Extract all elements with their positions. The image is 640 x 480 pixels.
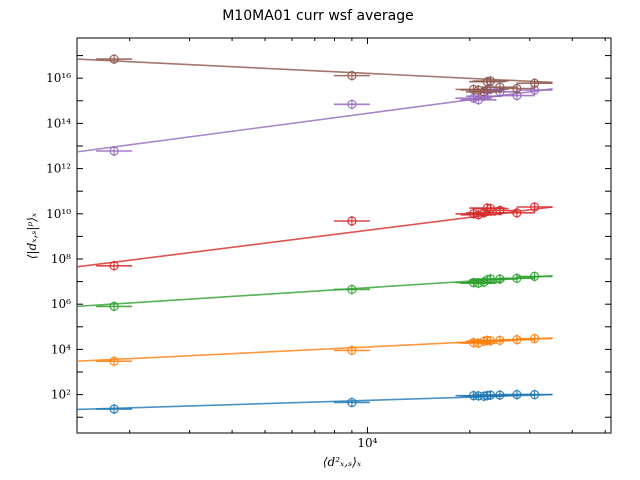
data-point [498,207,535,218]
data-point [498,334,535,345]
data-point [481,82,518,93]
plot-frame [76,37,612,434]
data-point [498,83,535,94]
data-point [333,99,370,110]
data-point [333,345,370,356]
y-tick-label: 10¹⁶ [46,71,71,85]
data-point [455,208,492,219]
chart-title: M10MA01 curr wsf average [222,8,414,24]
data-point [516,201,553,212]
axis-ticks: 10² 10⁴ 10⁶ 10⁸ 10¹⁰ 10¹² 10¹⁴ 10¹⁶ 10⁴ [46,38,611,450]
data-point [472,76,509,87]
data-point [516,271,553,282]
data-point [333,397,370,408]
y-tick-label: 10⁸ [51,252,71,266]
y-tick-label: 10² [51,388,71,402]
y-tick-label: 10¹² [46,162,71,176]
data-point [516,78,553,89]
data-point [460,209,497,220]
data-point [96,404,133,415]
x-tick-label: 10⁴ [357,436,377,450]
data-points [96,54,553,415]
data-point [96,260,133,271]
data-point [333,70,370,81]
y-tick-label: 10¹⁴ [46,116,71,130]
x-axis-label: ⟨d²ₓ,ₛ⟩ₓ [323,455,362,469]
data-point [96,301,133,312]
y-tick-label: 10⁶ [51,297,71,311]
data-point [472,203,509,214]
fit-lines [76,58,553,411]
data-point [498,273,535,284]
data-point [96,356,133,367]
data-point [516,389,553,400]
data-point [96,54,133,65]
y-tick-label: 10⁴ [51,342,71,356]
data-point [460,85,497,96]
data-point [516,333,553,344]
fit-line-6 [76,58,553,84]
y-axis-label: ⟨|dₓ,ₛ|ᵖ⟩ₓ [25,212,39,259]
data-point [333,284,370,295]
data-point [96,146,133,157]
data-point [481,205,518,216]
data-point [333,215,370,226]
y-tick-label: 10¹⁰ [46,207,71,221]
